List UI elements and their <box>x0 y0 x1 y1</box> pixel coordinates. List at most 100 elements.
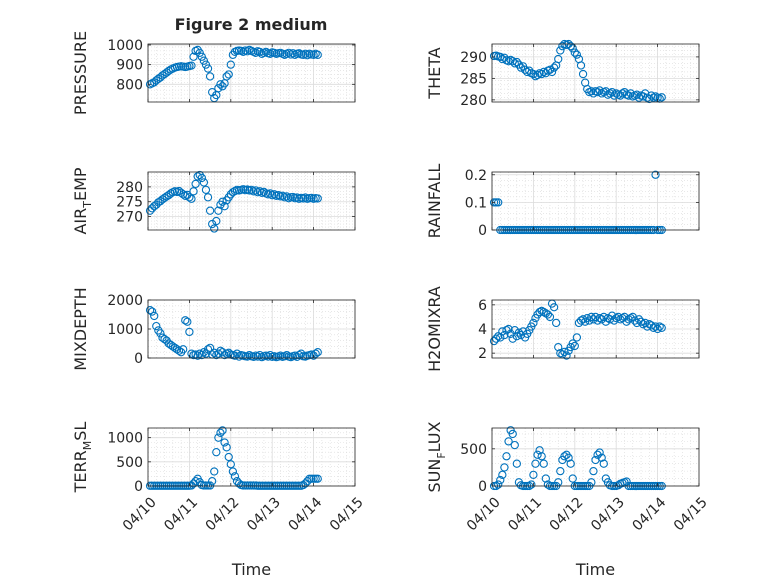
data-point <box>564 453 573 462</box>
y-tick-label: 0 <box>478 223 487 239</box>
data-point <box>518 327 528 336</box>
data-point <box>570 48 579 57</box>
data-point <box>653 324 662 334</box>
data-point <box>560 452 569 461</box>
data-point <box>626 313 635 323</box>
data-point <box>230 186 240 196</box>
data-point <box>243 352 252 361</box>
data-point <box>241 481 250 490</box>
y-tick-label: 4 <box>478 322 487 338</box>
data-point <box>301 479 310 488</box>
data-point <box>609 91 619 100</box>
data-point <box>191 179 200 189</box>
data-point <box>552 318 561 328</box>
data-point <box>294 49 304 58</box>
data-point <box>603 90 613 99</box>
y-tick-label: 0 <box>478 479 487 495</box>
data-point <box>547 67 557 77</box>
data-point <box>510 440 519 450</box>
data-point <box>593 316 602 325</box>
data-point <box>636 317 646 326</box>
data-point <box>301 193 310 202</box>
data-point <box>500 463 509 472</box>
data-point <box>158 333 167 342</box>
data-point <box>253 352 262 361</box>
data-point <box>504 324 513 334</box>
data-point <box>154 198 163 207</box>
data-point <box>508 57 517 66</box>
data-point <box>494 480 503 489</box>
data-point <box>554 342 563 352</box>
data-point <box>212 448 221 457</box>
data-point <box>578 69 588 79</box>
data-point <box>311 474 320 483</box>
data-point <box>638 320 648 329</box>
data-point <box>649 93 658 102</box>
data-point <box>170 343 180 352</box>
data-point <box>643 93 652 102</box>
axes-box <box>491 427 700 487</box>
data-point <box>228 188 238 197</box>
data-point <box>220 438 229 447</box>
data-point <box>587 87 596 96</box>
data-point <box>164 191 173 200</box>
data-point <box>587 312 596 322</box>
data-point <box>572 50 582 59</box>
data-point <box>208 88 217 97</box>
axes-box <box>491 43 700 103</box>
y-tick-label: 285 <box>460 71 487 87</box>
x-tick-label: 04/10 <box>464 494 504 534</box>
y-axis-label: TERRMSL <box>71 422 94 494</box>
data-point <box>234 352 244 361</box>
data-point <box>292 193 302 202</box>
data-point <box>280 352 289 361</box>
data-point <box>568 339 577 348</box>
data-point <box>535 446 544 455</box>
data-point <box>197 173 206 183</box>
subplot-pressure: 800 900 1000 PRESSURE <box>71 31 356 115</box>
data-point <box>189 479 198 488</box>
data-point <box>216 428 225 437</box>
data-point <box>303 51 312 60</box>
data-point <box>570 341 579 351</box>
data-point <box>496 475 505 485</box>
axes-background <box>492 172 699 230</box>
data-point <box>201 349 211 358</box>
data-point <box>539 459 548 468</box>
y-axis-label: H2OMIXRA <box>425 286 444 372</box>
data-point <box>572 333 582 342</box>
y-tick-label: 1000 <box>107 38 143 54</box>
data-point <box>529 69 538 79</box>
y-tick-label: 500 <box>116 455 143 471</box>
data-point <box>589 315 598 324</box>
axes-background <box>148 428 355 486</box>
data-point <box>516 63 526 72</box>
data-point <box>313 348 322 357</box>
data-point <box>201 60 211 69</box>
data-point <box>145 305 155 315</box>
data-point <box>181 316 190 325</box>
data-point <box>301 49 310 58</box>
x-tick-label: 04/10 <box>120 494 160 534</box>
data-point <box>554 54 563 64</box>
data-point <box>152 76 161 85</box>
data-point <box>630 316 639 325</box>
y-tick-label: 1000 <box>107 322 143 338</box>
subplot-theta: 280 285 290 THETA <box>425 39 700 109</box>
subplot-mixdepth: 0 1000 2000 MIXDEPTH <box>71 287 356 371</box>
data-point <box>651 170 660 179</box>
y-tick-label: 0 <box>134 479 143 495</box>
data-point <box>309 474 318 483</box>
data-point <box>243 481 252 490</box>
data-point <box>193 351 202 360</box>
data-point <box>589 466 598 476</box>
data-point <box>651 322 660 331</box>
data-point <box>583 313 592 323</box>
data-point <box>193 172 202 181</box>
data-point <box>145 206 155 215</box>
data-point <box>247 481 256 490</box>
y-tick-label: 500 <box>460 442 487 458</box>
data-point <box>593 450 602 459</box>
data-point <box>226 460 235 469</box>
